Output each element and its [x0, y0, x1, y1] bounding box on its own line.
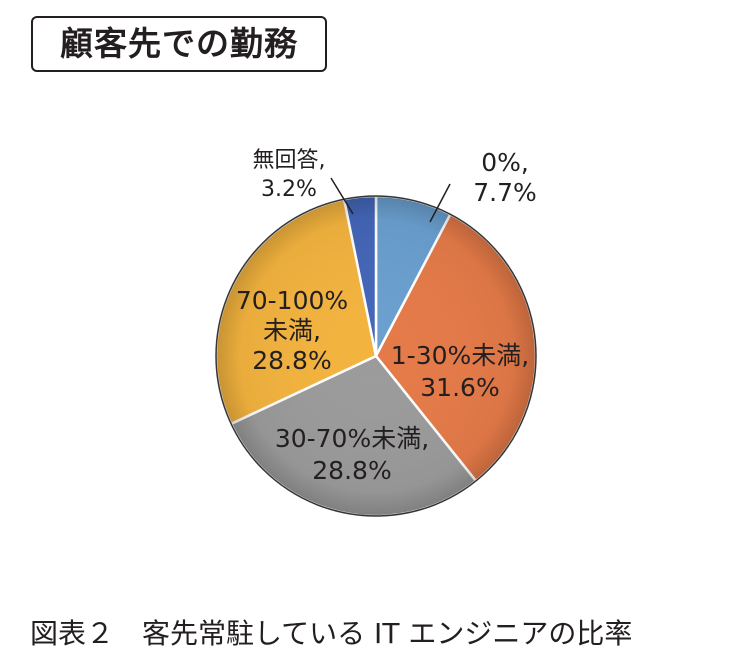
slice-label-1-line-0: 1-30%未満, — [391, 341, 529, 370]
slice-label-0-line-0: 0%, — [481, 148, 529, 177]
slice-label-1-line-1: 31.6% — [420, 373, 499, 402]
slice-label-3: 70-100%未満, 28.8% — [236, 286, 348, 375]
chart-title: 顧客先での勤務 — [31, 16, 327, 72]
slice-label-0-line-1: 7.7% — [473, 178, 537, 207]
slice-label-4-line-0: 無回答, — [253, 148, 326, 173]
slice-label-2: 30-70%未満, 28.8% — [275, 424, 429, 485]
slice-label-0: 0%, 7.7% — [473, 148, 537, 207]
slice-label-4-line-1: 3.2% — [261, 177, 317, 202]
slice-label-4: 無回答, 3.2% — [253, 148, 326, 202]
slice-label-3-line-2: 28.8% — [252, 346, 331, 375]
slice-label-3-line-1: 未満, — [263, 316, 321, 345]
slice-label-3-line-0: 70-100% — [236, 286, 348, 315]
slice-label-2-line-1: 28.8% — [312, 456, 391, 485]
leader-line-4 — [330, 177, 354, 215]
slice-label-1: 1-30%未満, 31.6% — [391, 341, 529, 402]
leader-line-0 — [429, 183, 451, 223]
slice-label-2-line-0: 30-70%未満, — [275, 424, 429, 453]
figure-caption: 図表２ 客先常駐している IT エンジニアの比率 — [30, 617, 633, 650]
